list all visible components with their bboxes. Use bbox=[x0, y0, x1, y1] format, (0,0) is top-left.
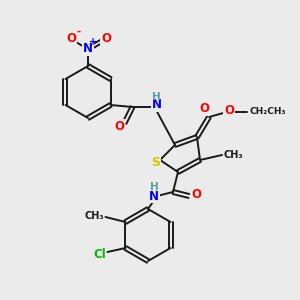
Text: N: N bbox=[83, 43, 93, 56]
Text: N: N bbox=[152, 98, 161, 112]
Text: O: O bbox=[224, 104, 234, 118]
Text: CH₃: CH₃ bbox=[85, 211, 104, 221]
Text: Cl: Cl bbox=[93, 248, 106, 260]
Text: O: O bbox=[66, 32, 76, 46]
Text: O: O bbox=[101, 32, 111, 46]
Text: O: O bbox=[199, 103, 209, 116]
Text: N: N bbox=[149, 190, 159, 202]
Text: H: H bbox=[150, 182, 158, 192]
Text: S: S bbox=[152, 155, 160, 169]
Text: +: + bbox=[89, 37, 97, 47]
Text: O: O bbox=[115, 119, 124, 133]
Text: CH₃: CH₃ bbox=[224, 150, 244, 160]
Text: -: - bbox=[77, 27, 81, 37]
Text: O: O bbox=[191, 188, 201, 202]
Text: CH₂CH₃: CH₂CH₃ bbox=[249, 107, 286, 116]
Text: H: H bbox=[152, 92, 161, 102]
